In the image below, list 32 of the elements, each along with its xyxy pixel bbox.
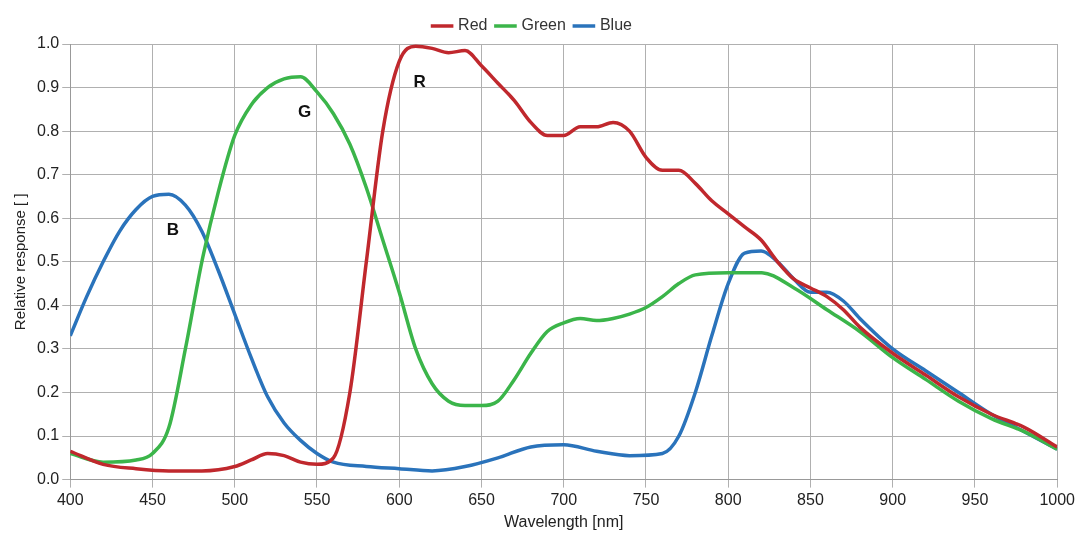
y-tick-label: 0.1 [36,426,60,444]
y-tick-label: 0.5 [36,252,60,270]
x-tick-label: 1000 [1039,490,1076,508]
y-tick-label: 0.9 [36,77,60,95]
y-tick-label: 0.7 [36,165,60,183]
y-tick-label: 0.8 [36,121,60,139]
legend-label: Red [458,16,488,34]
x-tick-label: 500 [221,490,249,508]
x-tick-label: 950 [961,490,989,508]
y-tick-label: 0.6 [36,208,60,226]
y-tick-label: 1.0 [36,34,60,52]
x-tick-label: 600 [385,490,413,508]
annotation: B [166,219,180,239]
x-tick-label: 850 [797,490,824,508]
x-tick-label: 450 [139,490,166,508]
legend-label: Green [521,16,566,34]
annotation: R [413,71,426,91]
x-tick-label: 900 [879,490,907,508]
x-axis-title: Wavelength [nm] [503,512,624,530]
x-tick-label: 550 [303,490,331,508]
legend-label: Blue [599,16,633,34]
annotation: G [297,102,312,122]
x-tick-label: 800 [714,490,742,508]
y-tick-label: 0.3 [36,339,60,357]
y-tick-label: 0.0 [36,470,60,488]
x-tick-label: 400 [56,490,84,508]
x-tick-label: 700 [550,490,578,508]
y-axis-title: Relative response [ ] [11,193,29,331]
x-tick-label: 750 [632,490,660,508]
y-tick-label: 0.2 [36,382,60,400]
y-tick-label: 0.4 [36,295,60,313]
x-tick-label: 650 [468,490,495,508]
